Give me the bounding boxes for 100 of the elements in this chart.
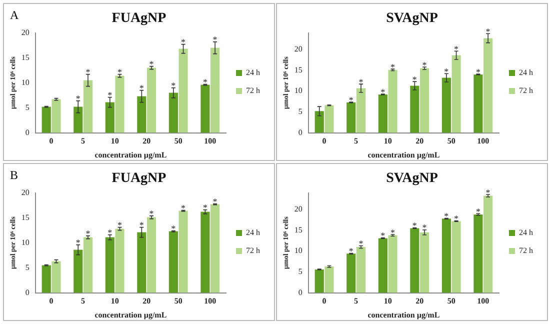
x-tick-label: 100 xyxy=(477,136,490,146)
bar xyxy=(83,80,93,133)
data-label: * xyxy=(444,66,450,76)
x-tick-label: 20 xyxy=(416,296,424,306)
bar xyxy=(378,94,388,133)
y-tick-label: 15 xyxy=(21,212,30,222)
y-tick-label: 20 xyxy=(294,44,302,54)
data-label: * xyxy=(476,206,481,216)
legend-label: 72 h xyxy=(246,86,260,96)
x-axis-title: concentration µg/mL xyxy=(94,150,167,160)
bar xyxy=(115,228,124,293)
data-label: * xyxy=(348,94,354,105)
data-label: * xyxy=(486,187,491,198)
y-tick-label: 5 xyxy=(298,267,302,276)
legend-label: 72 h xyxy=(246,246,260,256)
y-tick-label: 0 xyxy=(25,128,30,137)
data-label: * xyxy=(358,76,364,87)
x-axis-title: concentration µg/mL xyxy=(94,310,167,320)
y-tick-label: 15 xyxy=(294,65,302,74)
y-tick-label: 0 xyxy=(298,288,302,297)
bar xyxy=(210,204,220,293)
y-tick-label: 10 xyxy=(294,246,302,256)
x-tick-label: 0 xyxy=(49,296,54,306)
bar xyxy=(105,102,114,133)
y-tick-label: 10 xyxy=(21,78,30,87)
data-label: * xyxy=(486,26,491,36)
x-tick-label: 0 xyxy=(322,296,326,306)
bar xyxy=(346,254,356,293)
chart-title: SVAgNP xyxy=(386,171,438,186)
x-tick-label: 10 xyxy=(384,136,392,146)
chart-title: SVAgNP xyxy=(386,11,438,26)
bar xyxy=(52,99,61,133)
data-label: * xyxy=(380,230,386,241)
legend-label: 72 h xyxy=(519,246,533,256)
bar xyxy=(324,105,334,133)
bar xyxy=(52,261,61,293)
x-tick-label: 5 xyxy=(354,296,358,306)
bar xyxy=(474,214,483,293)
bar xyxy=(168,92,178,133)
bar xyxy=(378,238,388,293)
bar xyxy=(178,48,188,133)
text: A xyxy=(10,8,19,23)
x-tick-label: 100 xyxy=(204,136,216,146)
bar xyxy=(146,68,156,133)
data-label: * xyxy=(171,224,176,234)
bar xyxy=(420,68,430,133)
data-label: * xyxy=(212,34,218,45)
y-tick-label: 15 xyxy=(294,225,302,234)
y-tick-label: 5 xyxy=(298,107,302,116)
x-tick-label: 5 xyxy=(81,136,86,146)
bar xyxy=(83,237,93,293)
data-label: * xyxy=(212,196,218,207)
data-label: * xyxy=(171,80,176,91)
y-tick-label: 5 xyxy=(25,262,30,272)
bar xyxy=(115,76,124,133)
data-label: * xyxy=(380,86,386,97)
bar xyxy=(200,84,210,133)
x-tick-label: 0 xyxy=(49,136,54,146)
data-label: * xyxy=(76,94,81,104)
data-label: * xyxy=(422,60,428,70)
data-label: * xyxy=(348,246,354,256)
bar xyxy=(484,196,493,293)
legend-label: 24 h xyxy=(246,68,260,78)
legend-label: 24 h xyxy=(246,228,260,238)
data-label: * xyxy=(149,208,154,219)
data-label: * xyxy=(412,74,418,84)
bar xyxy=(324,266,334,293)
data-label: * xyxy=(358,238,364,249)
bar xyxy=(314,111,324,133)
data-label: * xyxy=(117,67,122,78)
bar xyxy=(200,212,210,293)
x-tick-label: 50 xyxy=(447,296,456,306)
bar xyxy=(210,48,220,133)
x-axis-title: concentration µg/mL xyxy=(368,310,440,320)
x-tick-label: 100 xyxy=(477,296,490,306)
data-label: * xyxy=(202,77,208,88)
data-label: * xyxy=(202,202,208,213)
y-tick-label: 5 xyxy=(25,102,30,112)
chart-title: FUAgNP xyxy=(112,11,167,26)
x-tick-label: 20 xyxy=(142,136,151,146)
data-label: * xyxy=(86,228,91,239)
data-label: * xyxy=(181,203,186,214)
chart-title: FUAgNP xyxy=(112,171,167,186)
y-tick-label: 10 xyxy=(294,86,302,96)
data-label: * xyxy=(108,90,113,100)
data-label: * xyxy=(412,220,418,231)
data-label: * xyxy=(454,44,460,54)
x-tick-label: 5 xyxy=(354,136,358,146)
legend-label: 72 h xyxy=(519,86,533,96)
x-tick-label: 10 xyxy=(384,296,392,306)
x-tick-label: 20 xyxy=(416,136,424,146)
bar xyxy=(137,232,146,293)
bar xyxy=(356,246,366,293)
data-label: * xyxy=(139,220,144,230)
data-label: * xyxy=(390,227,396,238)
data-label: * xyxy=(444,211,450,222)
bar xyxy=(42,106,51,133)
bar xyxy=(146,217,156,293)
bar xyxy=(168,231,178,293)
data-label: * xyxy=(117,220,122,230)
